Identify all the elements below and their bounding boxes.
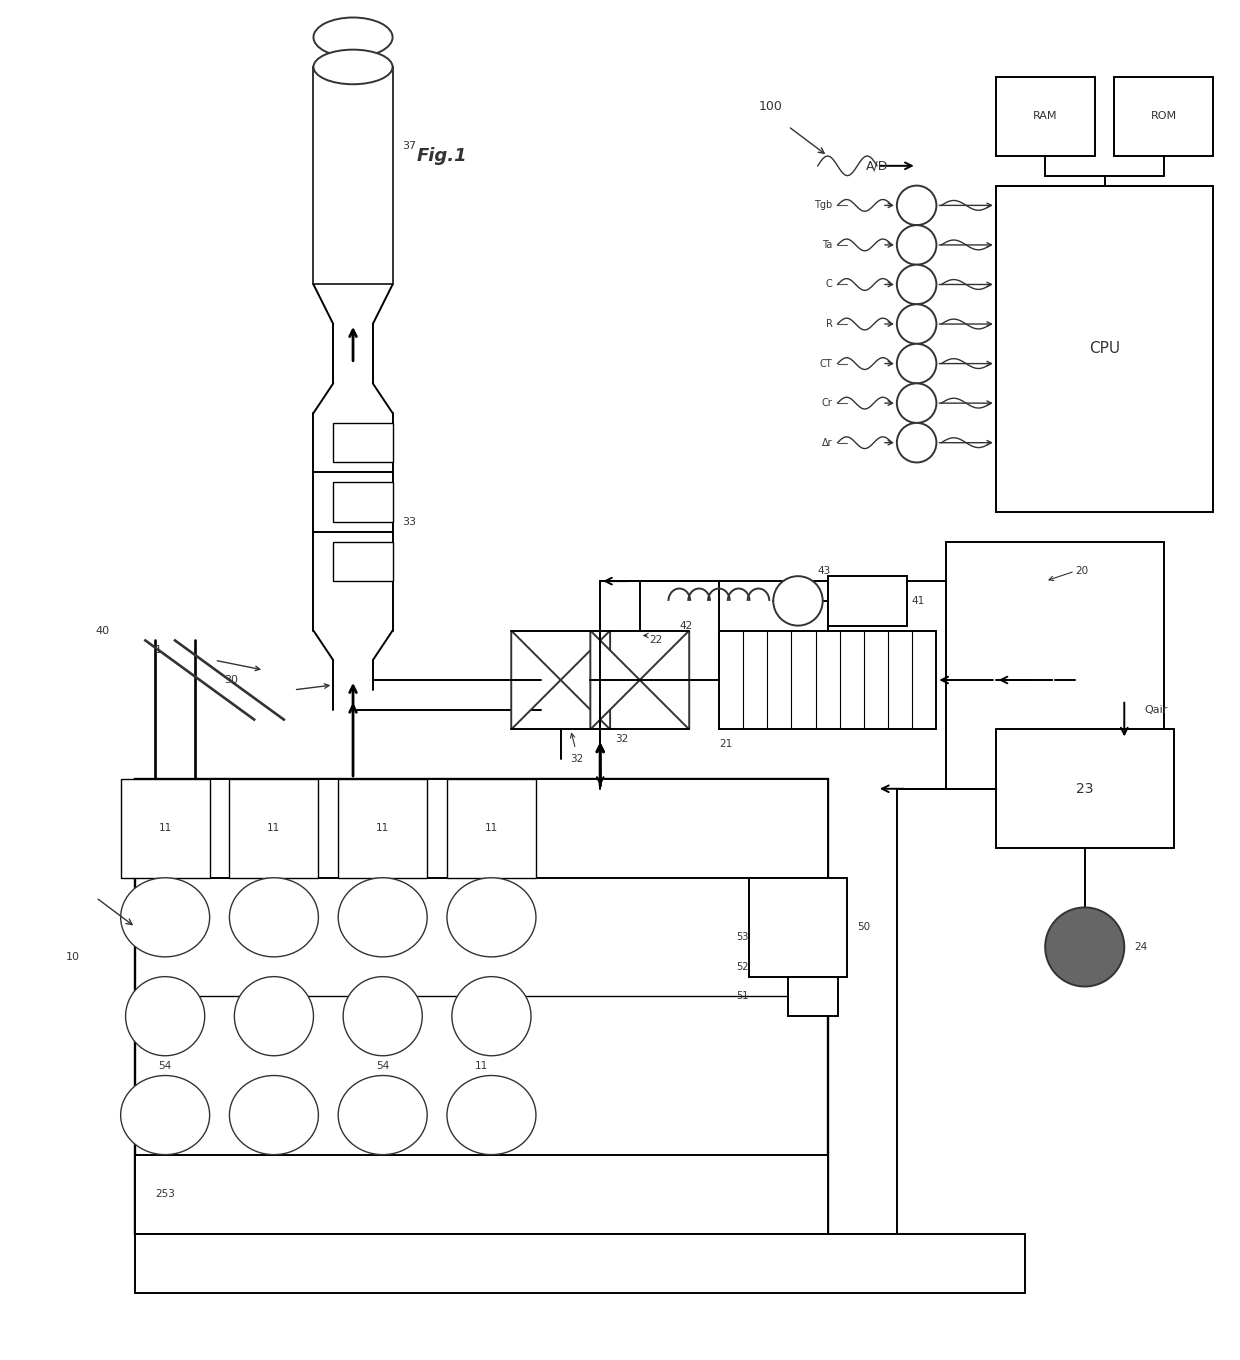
Bar: [334, 483, 393, 522]
Text: 52: 52: [737, 962, 749, 972]
Bar: [996, 76, 1095, 156]
Text: 32: 32: [570, 753, 584, 764]
Circle shape: [1045, 907, 1125, 986]
Text: Cr: Cr: [822, 398, 832, 408]
Text: Δr: Δr: [822, 438, 832, 447]
Ellipse shape: [339, 877, 428, 957]
Text: 11: 11: [268, 823, 280, 834]
Ellipse shape: [343, 976, 423, 1055]
Text: Fig.1: Fig.1: [417, 147, 467, 165]
Text: 33: 33: [403, 517, 417, 526]
Bar: [827, 577, 906, 626]
Text: 53: 53: [737, 932, 749, 942]
Text: 50: 50: [857, 922, 870, 932]
Text: 40: 40: [95, 626, 110, 635]
Ellipse shape: [446, 877, 536, 957]
Bar: [749, 877, 847, 976]
Bar: [446, 779, 536, 877]
Text: 24: 24: [1135, 942, 1147, 952]
Circle shape: [897, 344, 936, 384]
Text: 11: 11: [159, 823, 172, 834]
Text: 11: 11: [485, 823, 498, 834]
Text: 37: 37: [403, 141, 417, 151]
Text: 41: 41: [911, 596, 925, 607]
Text: 10: 10: [66, 952, 81, 962]
Text: 23: 23: [1076, 782, 1094, 796]
Text: 51: 51: [737, 991, 749, 1001]
Circle shape: [897, 265, 936, 305]
Circle shape: [897, 226, 936, 265]
Bar: [946, 541, 1164, 789]
Text: 11: 11: [475, 1061, 489, 1070]
Text: 54: 54: [376, 1061, 389, 1070]
Circle shape: [897, 384, 936, 423]
Ellipse shape: [314, 50, 393, 84]
Ellipse shape: [339, 1076, 428, 1155]
Text: C: C: [826, 280, 832, 290]
Text: 21: 21: [719, 740, 732, 749]
Bar: [120, 779, 210, 877]
Ellipse shape: [446, 1076, 536, 1155]
Bar: [334, 541, 393, 581]
Polygon shape: [314, 67, 393, 284]
Ellipse shape: [120, 1076, 210, 1155]
Ellipse shape: [125, 976, 205, 1055]
Text: 43: 43: [817, 566, 831, 577]
Bar: [789, 976, 837, 1016]
Text: 42: 42: [680, 620, 693, 631]
Bar: [135, 1234, 1025, 1293]
Ellipse shape: [229, 877, 319, 957]
Ellipse shape: [451, 976, 531, 1055]
Bar: [996, 729, 1174, 849]
Circle shape: [897, 423, 936, 462]
Text: RAM: RAM: [1033, 112, 1058, 121]
Text: 20: 20: [1075, 566, 1087, 577]
Polygon shape: [590, 631, 640, 729]
Bar: [135, 1155, 827, 1234]
Text: 22: 22: [650, 635, 663, 646]
Circle shape: [897, 185, 936, 226]
Text: 30: 30: [224, 675, 238, 685]
Text: CPU: CPU: [1089, 341, 1120, 356]
Text: CT: CT: [820, 359, 832, 369]
Text: Tgb: Tgb: [815, 200, 832, 211]
Polygon shape: [640, 631, 689, 729]
Bar: [996, 185, 1213, 511]
Text: 100: 100: [759, 101, 782, 113]
Text: 32: 32: [615, 734, 629, 744]
Text: 1: 1: [155, 646, 162, 656]
Text: Qair: Qair: [1145, 704, 1167, 714]
Text: 253: 253: [155, 1189, 175, 1200]
Bar: [135, 779, 827, 877]
Polygon shape: [511, 631, 560, 729]
Bar: [339, 779, 428, 877]
Text: A/D: A/D: [866, 159, 888, 173]
Text: ROM: ROM: [1151, 112, 1177, 121]
Ellipse shape: [229, 1076, 319, 1155]
Circle shape: [897, 305, 936, 344]
Ellipse shape: [120, 877, 210, 957]
Polygon shape: [560, 631, 610, 729]
Bar: [229, 779, 319, 877]
Text: Ta: Ta: [822, 239, 832, 250]
Text: 11: 11: [376, 823, 389, 834]
Bar: [334, 423, 393, 462]
Ellipse shape: [314, 18, 393, 57]
Bar: [719, 631, 936, 729]
Bar: [1115, 76, 1213, 156]
Text: R: R: [826, 320, 832, 329]
Circle shape: [774, 577, 822, 626]
Text: 54: 54: [159, 1061, 172, 1070]
Bar: [135, 779, 827, 1234]
Ellipse shape: [234, 976, 314, 1055]
